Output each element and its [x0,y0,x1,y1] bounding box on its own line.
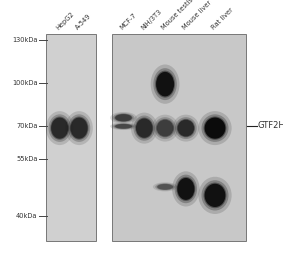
Text: 100kDa: 100kDa [12,80,37,86]
Ellipse shape [131,112,158,144]
Ellipse shape [198,177,232,214]
Ellipse shape [201,180,228,210]
Ellipse shape [157,184,173,190]
Ellipse shape [177,120,194,136]
Text: GTF2H1: GTF2H1 [258,121,283,130]
Text: 130kDa: 130kDa [12,37,37,43]
Ellipse shape [151,64,179,104]
Ellipse shape [205,117,225,139]
Ellipse shape [110,122,137,130]
Ellipse shape [68,114,90,142]
Text: Mouse liver: Mouse liver [182,0,213,31]
Ellipse shape [156,119,174,137]
Ellipse shape [173,115,199,142]
Ellipse shape [152,115,178,142]
Ellipse shape [156,72,174,96]
Ellipse shape [115,124,132,129]
Text: NIH/3T3: NIH/3T3 [140,8,163,31]
Ellipse shape [153,68,177,100]
Text: 70kDa: 70kDa [16,122,37,129]
Ellipse shape [136,119,153,138]
Ellipse shape [51,117,68,139]
Ellipse shape [176,177,195,201]
Ellipse shape [46,111,74,145]
Ellipse shape [201,114,228,142]
Ellipse shape [155,183,175,191]
Ellipse shape [172,171,200,206]
Bar [46,34,96,241]
Text: A-549: A-549 [75,13,93,31]
Ellipse shape [205,184,225,207]
Text: 40kDa: 40kDa [16,213,37,219]
Ellipse shape [135,117,153,139]
Text: Rat liver: Rat liver [211,7,235,31]
Ellipse shape [70,117,88,139]
Ellipse shape [70,116,89,140]
Text: MCF-7: MCF-7 [119,12,138,31]
Ellipse shape [50,116,69,140]
Ellipse shape [155,70,175,98]
Ellipse shape [114,114,133,122]
Text: 55kDa: 55kDa [16,156,37,162]
Ellipse shape [157,184,173,190]
Text: HepG2: HepG2 [55,11,76,31]
Ellipse shape [153,182,177,191]
Ellipse shape [115,114,132,121]
Ellipse shape [198,111,232,145]
Ellipse shape [113,123,134,129]
Ellipse shape [113,113,134,122]
Ellipse shape [110,112,137,124]
Ellipse shape [157,120,173,136]
Ellipse shape [177,119,195,137]
Ellipse shape [48,114,71,142]
Ellipse shape [177,178,194,200]
Ellipse shape [203,116,226,140]
Ellipse shape [175,175,197,203]
Ellipse shape [175,117,197,139]
Ellipse shape [154,117,176,139]
Ellipse shape [134,116,155,141]
Ellipse shape [65,111,93,145]
Bar [112,34,245,241]
Text: Mouse testis: Mouse testis [161,0,195,31]
Ellipse shape [203,183,226,208]
Ellipse shape [114,124,133,129]
